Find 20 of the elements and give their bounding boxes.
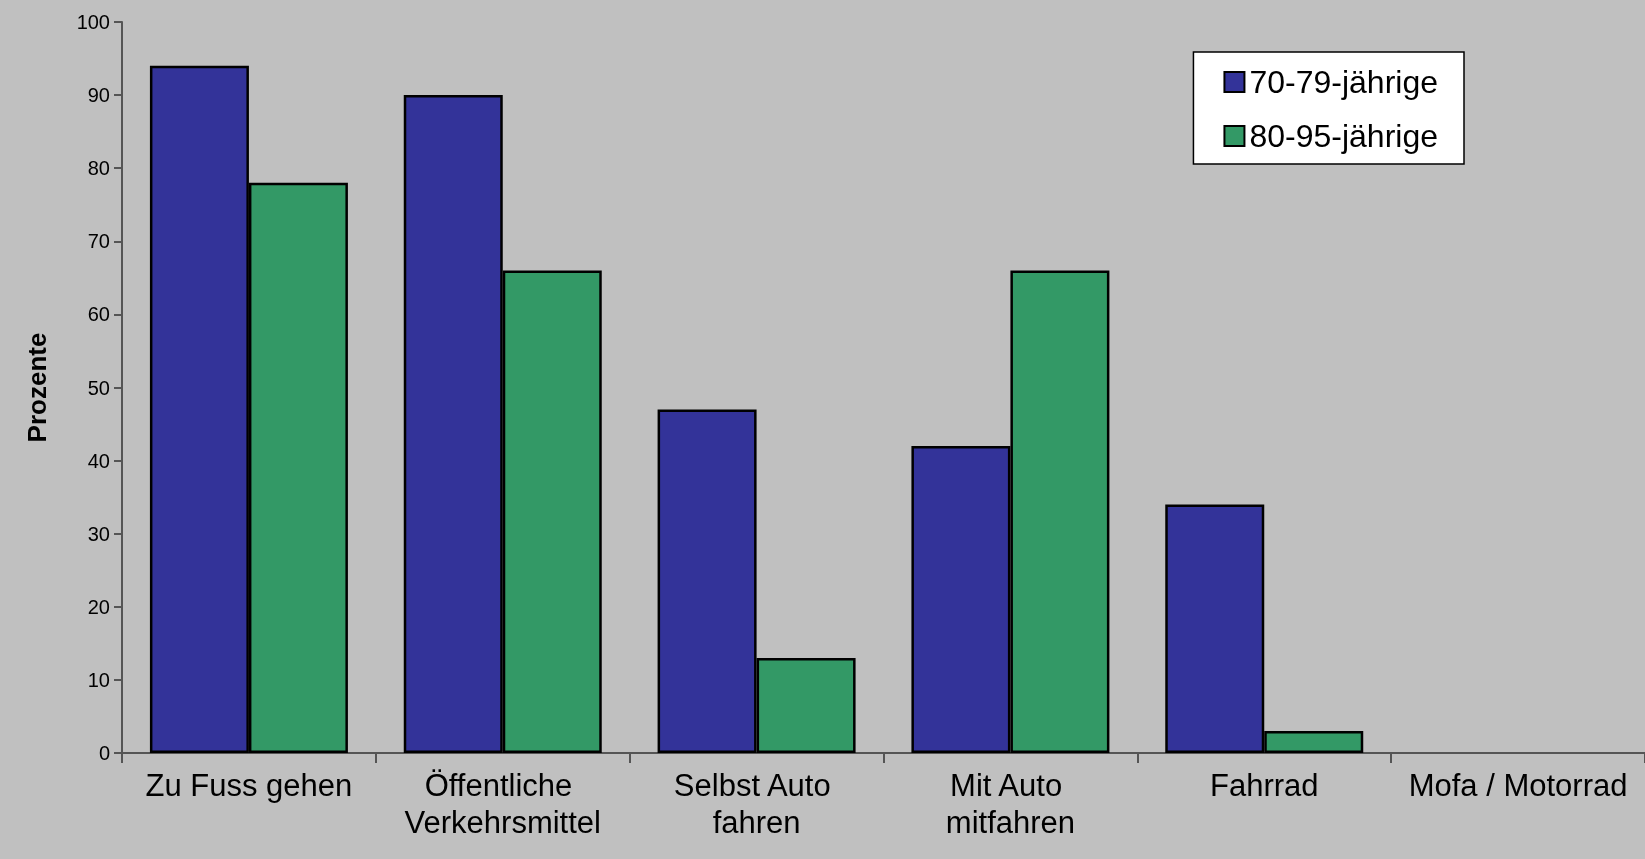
x-tick-label: Mofa / Motorrad bbox=[1408, 768, 1628, 803]
y-tick-label: 80 bbox=[87, 157, 110, 180]
x-tick-label: Mit Auto mitfahren bbox=[945, 768, 1076, 840]
x-tick-label: Öffentliche Verkehrsmittel bbox=[404, 768, 601, 840]
y-tick-label: 0 bbox=[98, 742, 110, 764]
y-tick-label: 70 bbox=[87, 230, 110, 253]
legend-label: 80-95-jährige bbox=[1249, 118, 1438, 154]
legend-label: 70-79-jährige bbox=[1249, 64, 1438, 100]
x-tick-label: Selbst Auto fahren bbox=[673, 768, 840, 840]
y-tick-label: 100 bbox=[76, 11, 110, 33]
y-tick-label: 40 bbox=[87, 449, 110, 472]
y-tick-label: 20 bbox=[87, 595, 110, 618]
x-tick-label: Fahrrad bbox=[1209, 768, 1319, 803]
y-tick-label: 10 bbox=[87, 668, 110, 691]
x-tick-label: Zu Fuss gehen bbox=[145, 768, 353, 803]
y-axis-title: Prozente bbox=[22, 332, 52, 443]
y-tick-label: 60 bbox=[87, 303, 110, 326]
y-tick-label: 50 bbox=[87, 376, 110, 399]
y-tick-label: 90 bbox=[87, 84, 110, 107]
y-tick-label: 30 bbox=[87, 522, 110, 545]
